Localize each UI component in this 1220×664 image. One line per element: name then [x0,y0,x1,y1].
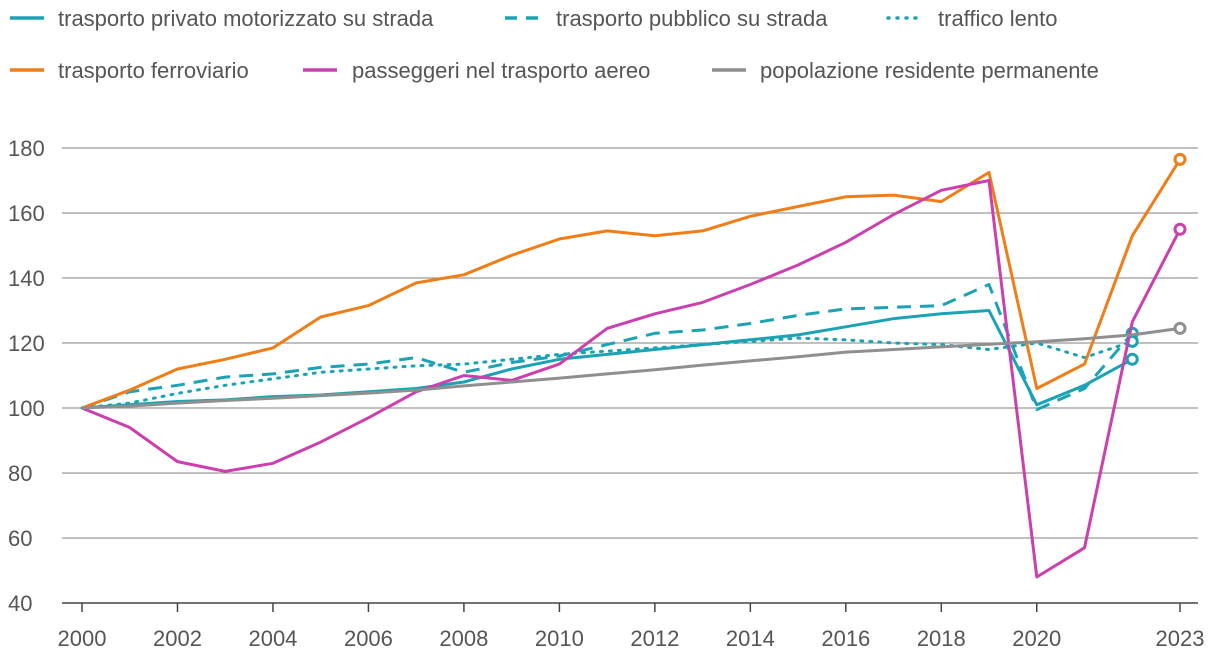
y-tick-label: 120 [8,331,45,356]
x-tick-label: 2006 [344,626,393,651]
x-tick-label: 2010 [535,626,584,651]
y-tick-label: 100 [8,396,45,421]
y-tick-label: 80 [8,461,32,486]
y-axis-ticks: 180 160 140 120 100 80 60 40 [8,136,45,616]
legend-item: popolazione residente permanente [712,58,1099,83]
x-tick-label: 2012 [630,626,679,651]
x-axis: 2000 2002 2004 2006 2008 2010 2012 2014 2016 2018… [58,603,1205,651]
series-end-marker [1173,321,1187,335]
legend-item: traffico lento [886,6,1057,31]
series-line-5 [81,179,1182,579]
legend-label: popolazione residente permanente [760,58,1099,83]
chart-series [80,152,1187,579]
legend-item: trasporto privato motorizzato su strada [10,6,434,31]
legend-label: traffico lento [938,6,1057,31]
legend-label: trasporto privato motorizzato su strada [58,6,434,31]
series-line-4 [81,158,1182,410]
legend-label: trasporto ferroviario [58,58,249,83]
legend-item: trasporto ferroviario [10,58,249,83]
x-tick-label: 2004 [248,626,297,651]
legend-label: passeggeri nel trasporto aereo [352,58,650,83]
x-tick-label: 2016 [821,626,870,651]
series-end-marker [1173,152,1187,166]
y-tick-label: 180 [8,136,45,161]
y-tick-label: 140 [8,266,45,291]
series-line-6 [81,326,1181,410]
x-tick-label: 2000 [58,626,107,651]
x-tick-label: 2020 [1012,626,1061,651]
chart-legend: trasporto privato motorizzato su strada t… [10,6,1099,83]
series-end-marker [1173,222,1187,236]
y-tick-label: 60 [8,526,32,551]
x-tick-label: 2008 [439,626,488,651]
legend-item: trasporto pubblico su strada [505,6,828,31]
series-line-2 [81,283,1134,412]
y-tick-label: 40 [8,591,32,616]
x-tick-label: 2023 [1156,626,1205,651]
series-line-1 [81,309,1134,410]
x-tick-label: 2014 [726,626,775,651]
chart-gridlines [62,147,1198,604]
legend-item: passeggeri nel trasporto aereo [303,58,650,83]
x-tick-label: 2002 [153,626,202,651]
series-end-marker [1125,352,1139,366]
x-tick-label: 2018 [917,626,966,651]
y-tick-label: 160 [8,201,45,226]
legend-label: trasporto pubblico su strada [556,6,828,31]
